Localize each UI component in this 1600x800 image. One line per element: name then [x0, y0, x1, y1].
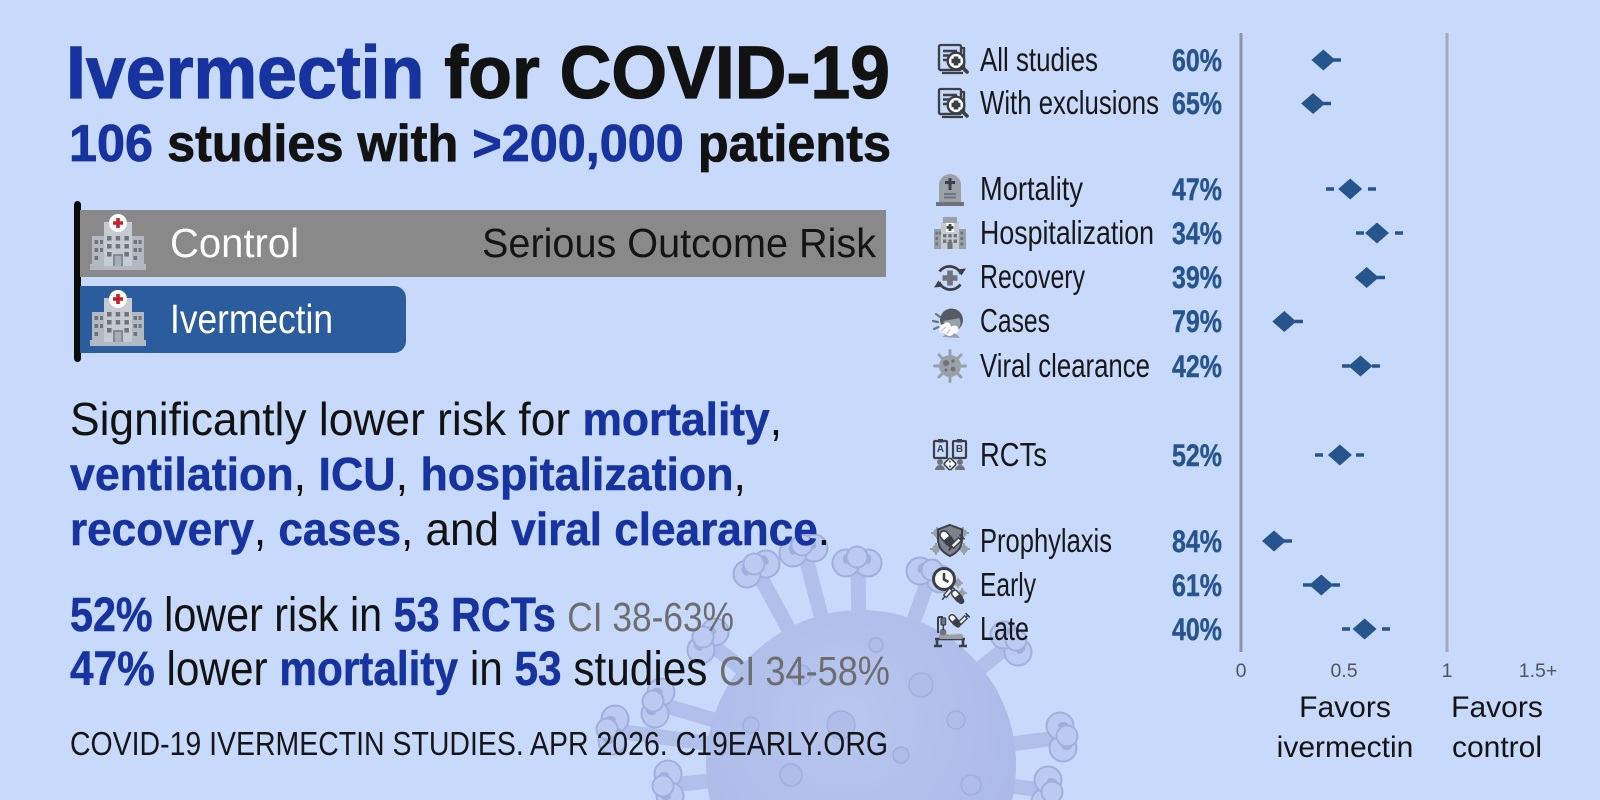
svg-text:B: B — [956, 444, 963, 455]
svg-text:A: A — [937, 444, 944, 455]
